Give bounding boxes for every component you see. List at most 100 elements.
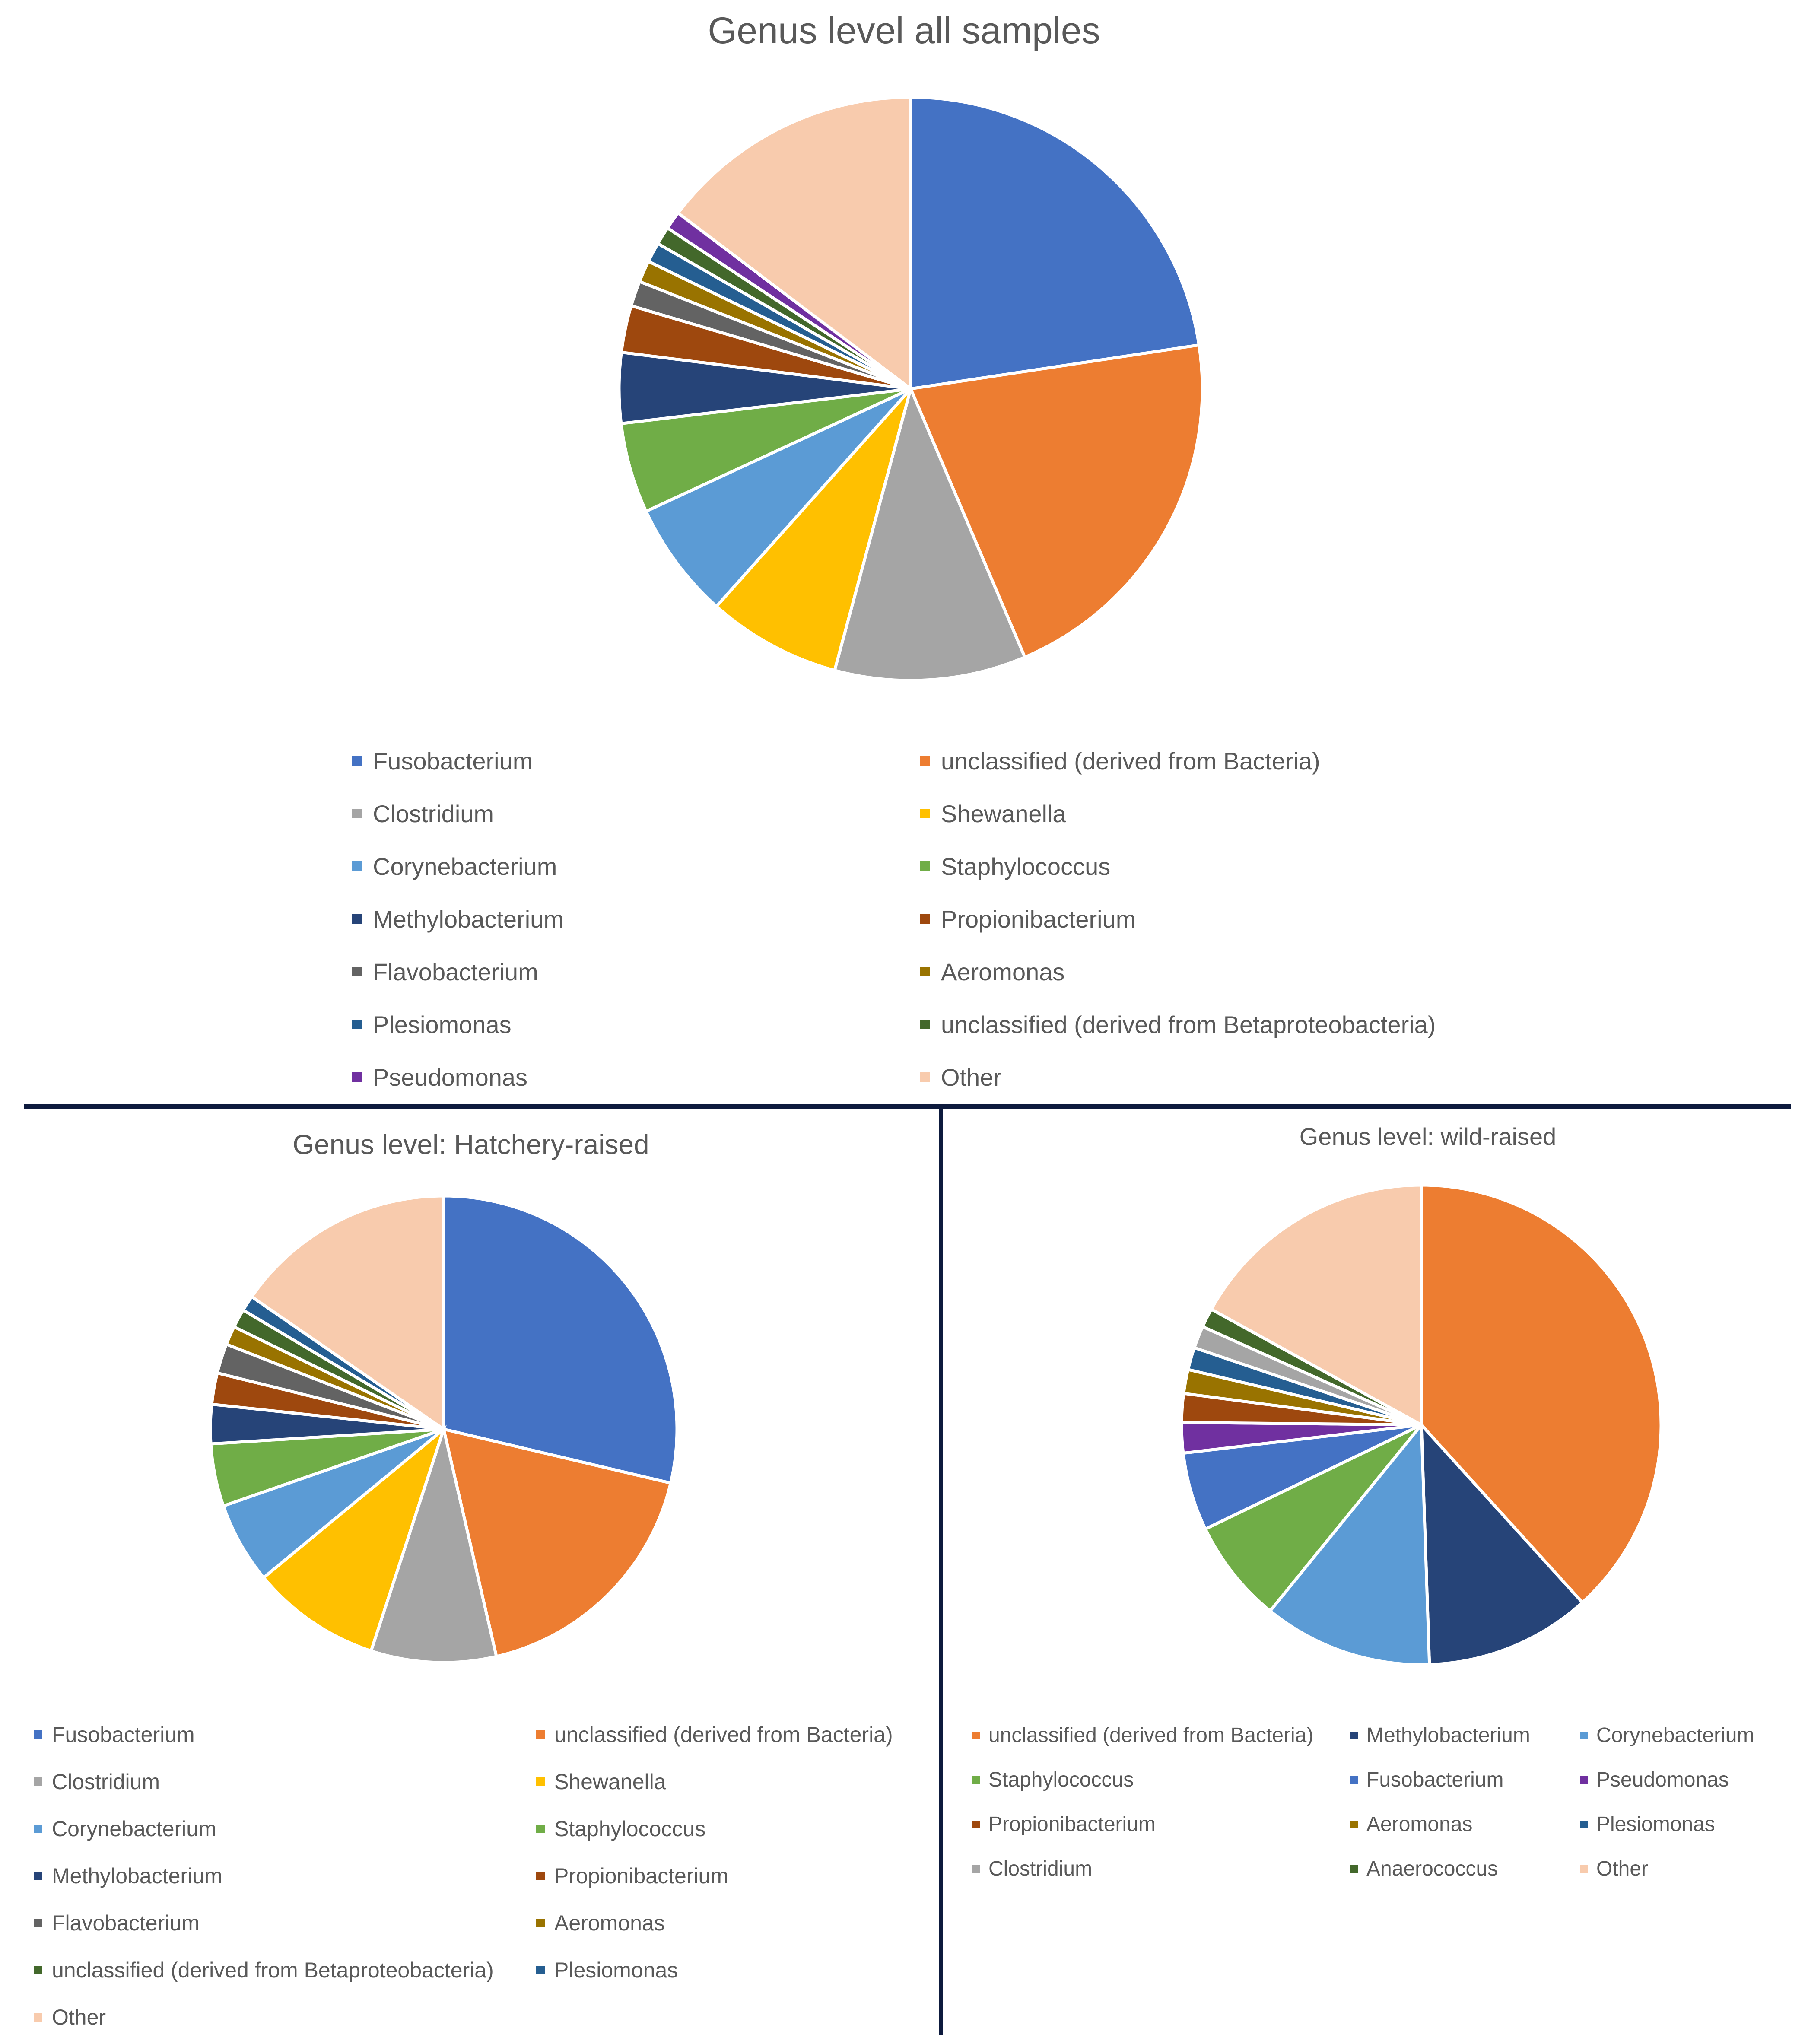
pie-slice-corynebacterium <box>1268 1421 1431 1666</box>
legend-label: Plesiomonas <box>554 1958 678 1982</box>
legend-label: unclassified (derived from Betaproteobac… <box>52 1958 494 1982</box>
pie-slice-unclassified-derived-from-bacteria <box>442 1427 673 1659</box>
pie-slice-unclassified-derived-from-bacteria <box>1420 1183 1663 1605</box>
legend-label: Staphylococcus <box>554 1816 706 1841</box>
legend-swatch <box>34 1730 42 1739</box>
legend-swatch <box>352 756 362 766</box>
legend-swatch <box>1580 1865 1588 1873</box>
legend-item-flavobacterium: Flavobacterium <box>34 1899 200 1946</box>
legend-swatch <box>536 1730 545 1739</box>
legend-item-fusobacterium: Fusobacterium <box>1350 1758 1503 1802</box>
pie-chart-hatchery <box>209 1194 679 1664</box>
legend-label: Shewanella <box>554 1769 666 1794</box>
legend-item-propionibacterium: Propionibacterium <box>920 893 1136 945</box>
legend-item-corynebacterium: Corynebacterium <box>1580 1713 1754 1758</box>
legend-label: Plesiomonas <box>1596 1813 1715 1836</box>
legend-label: Other <box>52 2005 106 2029</box>
chart-title-all-samples: Genus level all samples <box>708 10 1100 51</box>
legend-swatch <box>920 756 930 766</box>
pie-slice-shewanella <box>261 1424 447 1653</box>
legend-item-clostridium: Clostridium <box>972 1847 1092 1891</box>
legend-label: Corynebacterium <box>1596 1724 1754 1747</box>
pie-slice-methylobacterium <box>1420 1421 1585 1666</box>
legend-label: Fusobacterium <box>1366 1768 1504 1791</box>
pie-slice-corynebacterium <box>644 387 912 609</box>
legend-item-shewanella: Shewanella <box>536 1758 666 1805</box>
legend-item-corynebacterium: Corynebacterium <box>352 840 557 893</box>
legend-item-other: Other <box>920 1051 1001 1103</box>
legend-label: Other <box>1596 1857 1649 1880</box>
legend-swatch <box>920 1020 930 1029</box>
legend-label: Flavobacterium <box>373 958 538 985</box>
legend-swatch <box>972 1776 980 1784</box>
legend-swatch <box>34 1824 42 1833</box>
legend-label: unclassified (derived from Bacteria) <box>941 747 1320 775</box>
legend-swatch <box>536 1777 545 1786</box>
legend-label: Clostridium <box>373 800 494 827</box>
legend-swatch <box>536 1871 545 1880</box>
legend-label: Other <box>941 1063 1002 1091</box>
legend-label: Aeromonas <box>554 1910 665 1935</box>
legend-swatch <box>352 1020 362 1029</box>
vertical-divider <box>939 1106 943 2035</box>
legend-item-plesiomonas: Plesiomonas <box>1580 1802 1715 1847</box>
legend-swatch <box>34 1871 42 1880</box>
legend-label: Methylobacterium <box>1366 1724 1530 1747</box>
legend-label: Staphylococcus <box>988 1768 1134 1791</box>
legend-item-methylobacterium: Methylobacterium <box>1350 1713 1530 1758</box>
legend-swatch <box>1580 1731 1588 1739</box>
legend-swatch <box>1350 1865 1358 1873</box>
legend-item-staphylococcus: Staphylococcus <box>972 1758 1134 1802</box>
legend-swatch <box>536 1965 545 1974</box>
pie-slice-unclassified-derived-from-bacteria <box>909 343 1204 659</box>
chart-title-hatchery: Genus level: Hatchery-raised <box>292 1129 649 1160</box>
legend-label: Corynebacterium <box>52 1816 216 1841</box>
legend-swatch <box>34 2012 42 2022</box>
pie-slice-other <box>676 95 912 392</box>
legend-item-unclassified-derived-from-betaproteobacteria: unclassified (derived from Betaproteobac… <box>920 998 1436 1051</box>
pie-slice-fusobacterium <box>442 1194 679 1485</box>
legend-swatch <box>920 914 930 924</box>
horizontal-divider <box>24 1104 1791 1109</box>
legend-label: Shewanella <box>941 800 1066 827</box>
legend-swatch <box>352 809 362 818</box>
legend-label: Pseudomonas <box>373 1063 528 1091</box>
legend-item-flavobacterium: Flavobacterium <box>352 945 538 998</box>
legend-item-aeromonas: Aeromonas <box>536 1899 665 1946</box>
legend-label: Aeromonas <box>941 958 1065 985</box>
legend-swatch <box>1350 1820 1358 1828</box>
legend-label: Fusobacterium <box>52 1722 195 1747</box>
legend-swatch <box>920 861 930 871</box>
legend-label: Clostridium <box>52 1769 160 1794</box>
pie-slice-staphylococcus <box>619 387 912 514</box>
pie-slice-other <box>249 1194 445 1432</box>
chart-title-wild: Genus level: wild-raised <box>1299 1123 1557 1150</box>
legend-item-other: Other <box>1580 1847 1648 1891</box>
legend-item-methylobacterium: Methylobacterium <box>352 893 564 945</box>
legend-swatch <box>1350 1776 1358 1784</box>
legend-label: Methylobacterium <box>52 1863 222 1888</box>
legend-swatch <box>1580 1776 1588 1784</box>
legend-item-plesiomonas: Plesiomonas <box>352 998 512 1051</box>
pie-slice-fusobacterium <box>909 95 1201 391</box>
legend-item-fusobacterium: Fusobacterium <box>34 1711 195 1758</box>
legend-item-shewanella: Shewanella <box>920 787 1066 840</box>
legend-swatch <box>920 809 930 818</box>
pie-chart-wild <box>1180 1183 1663 1666</box>
legend-item-staphylococcus: Staphylococcus <box>920 840 1110 893</box>
pie-slice-corynebacterium <box>221 1427 445 1580</box>
legend-swatch <box>972 1865 980 1873</box>
legend-item-fusobacterium: Fusobacterium <box>352 734 533 787</box>
legend-swatch <box>34 1918 42 1927</box>
pie-slice-clostridium <box>833 384 1027 682</box>
legend-swatch <box>920 967 930 976</box>
legend-swatch <box>1580 1820 1588 1828</box>
pie-slice-fusobacterium <box>1181 1423 1422 1531</box>
legend-swatch <box>536 1918 545 1927</box>
legend-label: Fusobacterium <box>373 747 533 775</box>
legend-item-clostridium: Clostridium <box>34 1758 160 1805</box>
legend-swatch <box>536 1824 545 1833</box>
legend-item-plesiomonas: Plesiomonas <box>536 1946 678 1993</box>
legend-label: Plesiomonas <box>373 1011 512 1038</box>
legend-item-clostridium: Clostridium <box>352 787 494 840</box>
